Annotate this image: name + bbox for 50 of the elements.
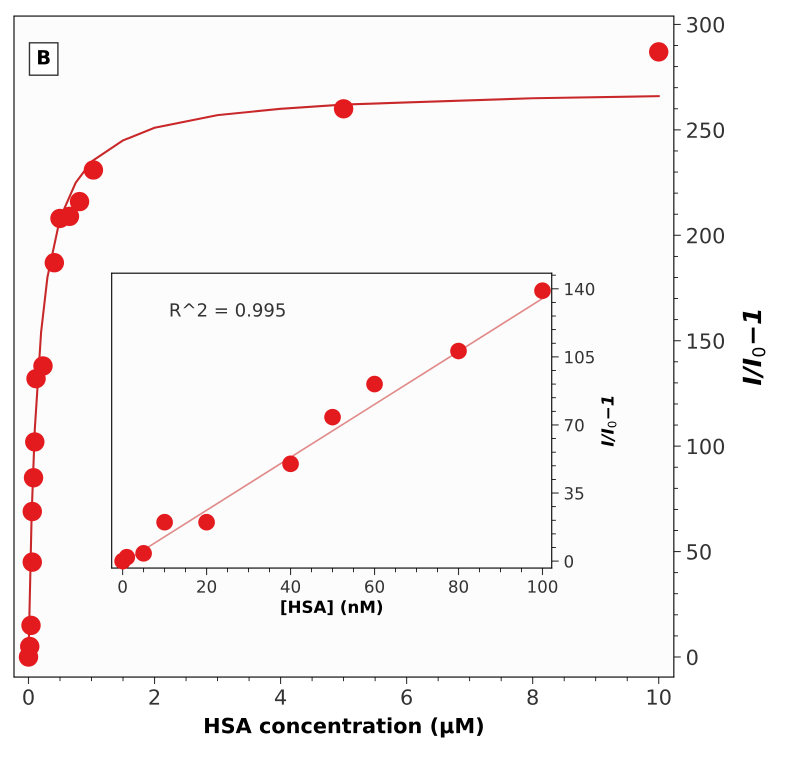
x-axis-title: [HSA] (nM): [281, 600, 382, 616]
point: [366, 376, 383, 392]
point: [648, 42, 668, 62]
point: [33, 356, 53, 376]
x-tick-label: 100: [528, 580, 558, 593]
y-axis-title: I/I$_{0}$−1: [601, 396, 616, 446]
y-tick-label: 200: [687, 228, 724, 244]
point: [534, 282, 551, 300]
point: [24, 468, 44, 488]
y-tick-label: 50: [687, 544, 711, 560]
annotation: R^2 = 0.995: [170, 303, 285, 317]
y-tick-label: 300: [687, 16, 724, 33]
x-tick-label: 10: [648, 689, 671, 705]
y-tick-label: 150: [688, 333, 724, 349]
y-tick-label: 70: [564, 418, 584, 432]
y-tick-label: 0: [687, 649, 698, 666]
point: [282, 456, 299, 472]
y-tick-label: 100: [688, 438, 724, 454]
x-tick-label: 4: [274, 689, 286, 705]
y-tick-label: 0: [564, 555, 574, 568]
y-tick-label: 140: [565, 282, 594, 296]
x-tick-label: 8: [527, 689, 538, 705]
x-tick-label: 20: [197, 580, 216, 593]
point: [198, 514, 215, 531]
point: [22, 502, 42, 522]
x-tick-label: 6: [401, 689, 412, 705]
point: [118, 548, 136, 566]
x-tick-label: 2: [149, 689, 160, 705]
y-tick-label: 35: [564, 486, 584, 500]
point: [25, 432, 45, 452]
point: [450, 342, 467, 360]
point: [324, 408, 341, 426]
x-tick-label: 60: [365, 580, 384, 593]
y-axis-title: I/I$_{0}$−1: [742, 310, 766, 386]
x-tick-label: 0: [23, 689, 34, 705]
point: [44, 252, 64, 272]
y-tick-label: 105: [565, 350, 594, 364]
x-tick-label: 0: [118, 580, 127, 593]
point: [84, 160, 104, 180]
point: [135, 545, 152, 562]
point: [70, 192, 90, 212]
annotation: B: [38, 50, 50, 64]
point: [334, 99, 354, 119]
point: [21, 616, 41, 636]
x-tick-label: 40: [280, 580, 300, 593]
x-tick-label: 80: [449, 580, 468, 593]
point: [22, 552, 42, 572]
point: [156, 514, 173, 531]
y-tick-label: 250: [687, 122, 724, 138]
x-axis-title: HSA concentration (μM): [205, 717, 483, 738]
